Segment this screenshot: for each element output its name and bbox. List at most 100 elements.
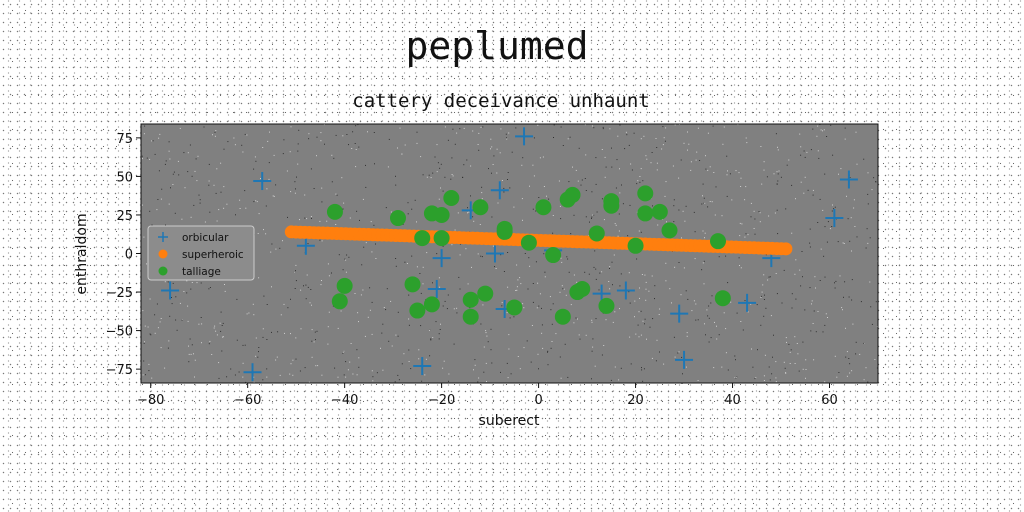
noise-dot — [481, 256, 483, 258]
noise-dot — [611, 147, 612, 149]
noise-dot — [639, 297, 640, 299]
talliage-point — [443, 190, 460, 206]
noise-dot — [560, 377, 562, 379]
noise-dot — [704, 202, 706, 204]
noise-dot — [795, 298, 797, 300]
noise-dot — [290, 126, 292, 128]
noise-dot — [186, 280, 188, 282]
noise-dot — [737, 124, 739, 126]
noise-dot — [813, 310, 815, 312]
noise-dot — [430, 339, 432, 341]
chart-title: peplumed — [405, 24, 589, 68]
noise-dot — [332, 305, 334, 307]
noise-dot — [656, 147, 658, 148]
noise-dot — [625, 131, 627, 133]
noise-dot — [855, 131, 857, 133]
noise-dot — [295, 280, 297, 282]
noise-dot — [160, 198, 162, 200]
noise-dot — [255, 337, 257, 339]
noise-dot — [178, 174, 180, 176]
noise-dot — [805, 369, 807, 370]
noise-dot — [215, 330, 217, 332]
noise-dot — [783, 269, 785, 271]
noise-dot — [429, 330, 431, 331]
noise-dot — [814, 276, 816, 278]
noise-dot — [804, 176, 806, 178]
orbicular-point — [839, 170, 858, 189]
noise-dot — [648, 290, 650, 292]
noise-dot — [673, 205, 675, 207]
noise-dot — [538, 305, 540, 307]
noise-dot — [848, 358, 850, 359]
noise-dot — [789, 351, 791, 353]
noise-dot — [404, 261, 406, 263]
noise-dot — [144, 325, 146, 327]
noise-dot — [775, 133, 777, 135]
noise-dot — [246, 134, 248, 136]
noise-dot — [665, 127, 667, 129]
noise-dot — [223, 207, 225, 209]
noise-dot — [331, 181, 333, 183]
noise-dot — [835, 280, 837, 282]
noise-dot — [537, 282, 539, 284]
noise-dot — [863, 158, 865, 160]
noise-dot — [187, 320, 189, 322]
noise-dot — [727, 369, 729, 371]
noise-dot — [266, 339, 268, 340]
noise-dot — [424, 374, 426, 376]
noise-dot — [686, 335, 688, 337]
noise-dot — [172, 282, 174, 284]
noise-dot — [220, 191, 222, 193]
noise-dot — [659, 308, 661, 310]
noise-dot — [822, 331, 824, 333]
noise-dot — [718, 334, 720, 336]
noise-dot — [637, 324, 639, 326]
noise-dot — [544, 276, 546, 278]
noise-dot — [812, 189, 814, 191]
noise-dot — [337, 376, 339, 378]
noise-dot — [873, 177, 875, 179]
y-axis: −75 −50 −25 0 25 50 75 — [106, 132, 141, 378]
talliage-point — [472, 199, 489, 216]
noise-dot — [725, 328, 727, 330]
noise-dot — [532, 164, 534, 166]
noise-dot — [613, 254, 615, 256]
noise-dot — [478, 377, 480, 379]
noise-dot — [753, 228, 755, 229]
legend-label: talliage — [182, 266, 221, 278]
noise-dot — [763, 161, 765, 163]
noise-dot — [311, 356, 313, 358]
noise-dot — [573, 214, 575, 216]
noise-dot — [442, 305, 444, 307]
noise-dot — [690, 161, 692, 163]
noise-dot — [191, 282, 193, 283]
noise-dot — [640, 138, 642, 140]
noise-dot — [626, 134, 628, 136]
noise-dot — [823, 129, 825, 131]
noise-dot — [690, 169, 692, 171]
noise-dot — [169, 315, 171, 317]
noise-dot — [754, 378, 756, 380]
noise-dot — [569, 136, 571, 138]
noise-dot — [171, 303, 173, 305]
noise-dot — [244, 133, 246, 135]
noise-dot — [560, 257, 562, 259]
noise-dot — [437, 162, 439, 164]
noise-dot — [516, 289, 518, 291]
noise-dot — [141, 155, 143, 157]
noise-dot — [838, 173, 839, 175]
noise-dot — [669, 288, 671, 290]
noise-dot — [834, 206, 836, 208]
noise-dot — [373, 224, 375, 226]
noise-dot — [321, 280, 322, 281]
noise-dot — [860, 301, 862, 303]
noise-dot — [346, 254, 348, 256]
noise-dot — [151, 224, 153, 226]
noise-dot — [618, 213, 620, 215]
noise-dot — [167, 347, 169, 349]
noise-dot — [508, 348, 510, 350]
noise-dot — [864, 343, 865, 344]
noise-dot — [635, 333, 637, 335]
noise-dot — [490, 148, 491, 150]
noise-dot — [507, 252, 509, 253]
